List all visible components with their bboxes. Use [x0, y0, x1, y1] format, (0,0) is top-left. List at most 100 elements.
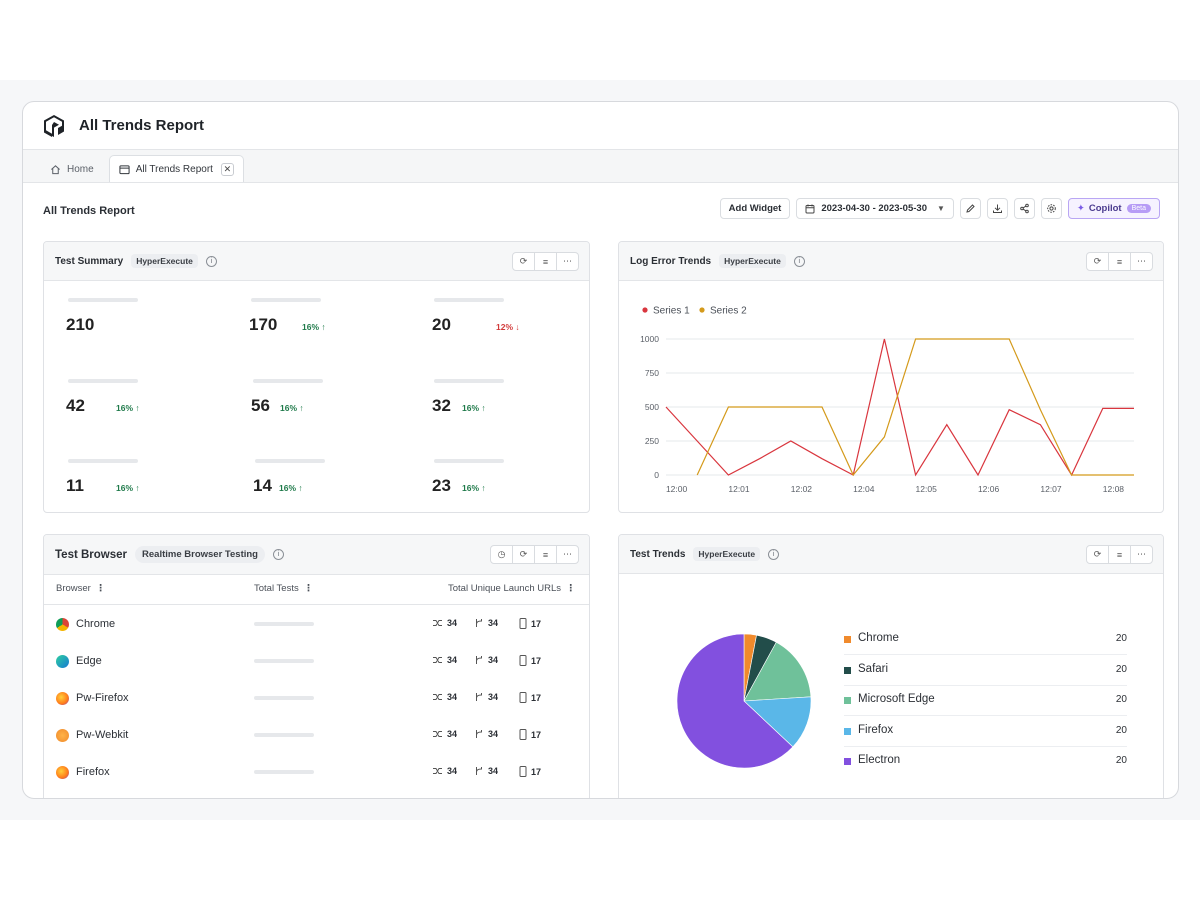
refresh-icon: ⟳: [1093, 256, 1102, 266]
metric-label-placeholder: [251, 298, 321, 302]
legend-item[interactable]: Firefox 20: [844, 717, 1127, 747]
info-icon[interactable]: i: [272, 549, 284, 560]
legend-label: Series 2: [710, 306, 747, 317]
column-menu-icon[interactable]: ⋮: [566, 583, 576, 594]
add-widget-button[interactable]: Add Widget: [719, 198, 791, 219]
x-tick-label: 12:05: [916, 484, 938, 494]
realtime-browser-testing-tag: Realtime Browser Testing: [135, 546, 265, 563]
legend-item[interactable]: Chrome 20: [844, 625, 1127, 655]
metric-card: 170 16% ↑: [249, 298, 326, 334]
info-icon[interactable]: i: [768, 548, 780, 560]
x-tick-label: 12:08: [1103, 484, 1125, 494]
filter-icon: ≡: [1116, 256, 1123, 267]
tab-home-label: Home: [67, 163, 94, 175]
legend-swatch: [844, 697, 851, 704]
table-row[interactable]: Firefox 34 34 17: [44, 758, 589, 795]
column-header-browser-label: Browser: [56, 583, 91, 594]
more-button[interactable]: ⋯: [1130, 252, 1153, 271]
download-icon: [992, 204, 1002, 213]
filter-button[interactable]: ≡: [1108, 252, 1131, 271]
tab-home[interactable]: Home: [41, 156, 103, 182]
pie-slice[interactable]: [676, 633, 794, 769]
more-button[interactable]: ⋯: [556, 252, 579, 271]
refresh-button[interactable]: ⟳: [1086, 252, 1109, 271]
branch-count: 34: [474, 655, 498, 665]
branch-count: 34: [474, 766, 498, 776]
device-count-value: 17: [531, 618, 542, 629]
legend-item[interactable]: Microsoft Edge 20: [844, 686, 1127, 716]
device-count: 17: [519, 729, 541, 740]
test-browser-widget: Test Browser Realtime Browser Testing i …: [43, 534, 590, 798]
filter-button[interactable]: ≡: [534, 545, 557, 564]
table-row[interactable]: Pw-Webkit 34 34 17: [44, 721, 589, 758]
launch-count: 34: [432, 766, 457, 776]
branch-count-value: 34: [488, 729, 499, 739]
filter-icon: ≡: [542, 256, 549, 267]
copilot-button[interactable]: ✦ Copilot Beta: [1067, 198, 1160, 219]
webkit-icon: [56, 729, 69, 742]
legend-item[interactable]: Series 2: [699, 306, 747, 317]
launch-count-value: 34: [447, 618, 458, 628]
refresh-button[interactable]: ⟳: [512, 545, 535, 564]
more-button[interactable]: ⋯: [1130, 545, 1153, 564]
close-icon[interactable]: ✕: [220, 162, 234, 176]
y-tick-label: 1000: [640, 334, 659, 344]
total-tests-bar: [254, 622, 314, 626]
branch-count-value: 34: [488, 766, 499, 776]
history-button[interactable]: ◷: [490, 545, 513, 564]
table-row[interactable]: Chrome 34 34 17: [44, 610, 589, 647]
column-menu-icon[interactable]: ⋮: [95, 583, 106, 594]
refresh-icon: ⟳: [519, 256, 528, 266]
series-line: [665, 338, 1134, 477]
test-summary-title: Test Summary: [55, 255, 124, 267]
shuffle-icon: [433, 620, 442, 626]
device-count: 17: [519, 618, 541, 629]
legend-item[interactable]: Safari 20: [844, 656, 1127, 686]
total-tests-bar: [254, 733, 314, 737]
table-row[interactable]: Edge 34 34 17: [44, 647, 589, 684]
column-menu-icon[interactable]: ⋮: [303, 583, 314, 594]
refresh-button[interactable]: ⟳: [1086, 545, 1109, 564]
metric-value: 32: [432, 396, 451, 415]
column-header-browser[interactable]: Browser ⋮: [56, 583, 105, 594]
legend-item[interactable]: Electron 20: [844, 747, 1127, 777]
metric-label-placeholder: [434, 298, 504, 302]
filter-button[interactable]: ≡: [1108, 545, 1131, 564]
tab-all-trends-report[interactable]: All Trends Report ✕: [108, 155, 244, 182]
device-count: 17: [519, 655, 541, 666]
test-trends-widget: Test Trends HyperExecute i ⟳ ≡ ⋯ Chrome 2…: [618, 534, 1164, 798]
info-icon[interactable]: i: [793, 255, 805, 267]
mobile-icon: [519, 692, 527, 703]
branch-icon: [476, 656, 482, 664]
legend-swatch: [642, 307, 648, 313]
info-icon[interactable]: i: [205, 255, 217, 267]
filter-button[interactable]: ≡: [534, 252, 557, 271]
device-count-value: 17: [531, 655, 542, 666]
metric-delta: 16% ↑: [462, 403, 486, 413]
pie-slice[interactable]: [743, 696, 812, 748]
legend-label: Firefox: [858, 723, 894, 736]
test-trends-pie-chart: [676, 633, 812, 769]
legend-item[interactable]: Series 1: [642, 306, 690, 317]
y-tick-label: 750: [645, 368, 659, 378]
shuffle-icon: [433, 657, 442, 663]
refresh-icon: ⟳: [1093, 549, 1102, 559]
more-icon: ⋯: [1137, 256, 1146, 266]
date-range-picker[interactable]: 2023-04-30 - 2023-05-30 ▼: [796, 198, 954, 219]
more-icon: ⋯: [563, 549, 572, 559]
download-button[interactable]: [986, 198, 1008, 219]
refresh-button[interactable]: ⟳: [512, 252, 535, 271]
column-header-unique-urls[interactable]: Total Unique Launch URLs ⋮: [448, 583, 576, 594]
pie-slice[interactable]: [743, 641, 812, 702]
browser-name: Pw-Webkit: [76, 729, 129, 741]
branch-icon: [476, 619, 482, 627]
table-row[interactable]: Pw-Firefox 34 34 17: [44, 684, 589, 721]
column-header-total-tests[interactable]: Total Tests ⋮: [254, 583, 313, 594]
edge-icon: [56, 655, 69, 668]
browser-name: Chrome: [76, 618, 116, 630]
more-button[interactable]: ⋯: [556, 545, 579, 564]
firefox-icon: [56, 692, 69, 705]
edit-button[interactable]: [959, 198, 981, 219]
share-button[interactable]: [1013, 198, 1035, 219]
settings-button[interactable]: [1040, 198, 1062, 219]
